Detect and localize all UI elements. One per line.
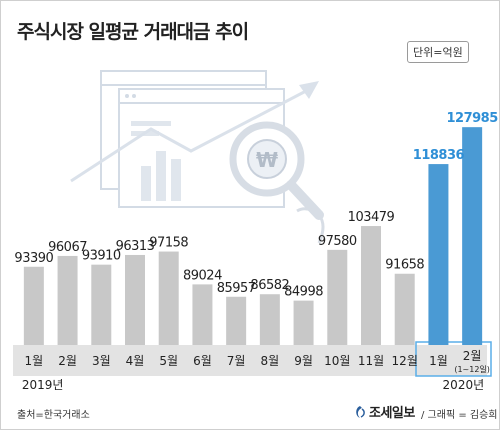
value-label-9: 84998 [284,285,323,300]
value-label-2: 96067 [48,240,87,255]
tick-label-9: 9월 [294,354,313,368]
tick-label-10: 10월 [324,354,350,368]
bar-6 [192,284,213,345]
tick-label-8: 8월 [261,354,280,368]
brand-name: 조세일보 [369,406,415,421]
value-label-1: 93390 [14,251,53,266]
value-label-3: 93910 [82,249,121,264]
tick-label-14: 2월 [463,349,482,363]
hand-icon [296,207,325,244]
bar-1 [23,266,44,345]
bar-13 [428,164,449,345]
value-label-10: 97580 [318,234,357,249]
bar-9 [293,300,314,345]
bar-7 [226,296,247,345]
tick-label-5: 5월 [159,354,178,368]
category-axis-band [13,345,487,376]
chart-title: 주식시장 일평균 거래대금 추이 [17,21,249,43]
tick-label-7: 7월 [227,354,246,368]
tick-label-12: 12월 [392,354,418,368]
bar-12 [394,273,415,345]
trend-arrow-icon [299,81,319,99]
tick-label-1: 1월 [25,354,44,368]
year-label-2: 2020년 [443,378,485,392]
tick-sublabel-14: (1~12일) [454,365,490,374]
graphic-credit: / 그래픽 = 김승희 [421,410,498,421]
bar-11 [361,226,381,345]
tick-label-13: 1월 [429,354,448,368]
bar-2 [57,255,78,345]
bars-group [23,127,483,345]
bar-10 [327,249,348,345]
tick-label-2: 2월 [58,354,77,368]
tick-label-3: 3월 [92,354,111,368]
highlight-box [415,341,492,377]
stock-analysis-illustration: ₩ [70,70,325,244]
brand-logo: 조세일보 [353,402,415,421]
value-label-4: 96313 [116,239,155,254]
value-label-5: 97158 [149,236,188,251]
bar-3 [91,264,112,345]
tick-label-4: 4월 [126,354,145,368]
bar-4 [125,254,145,345]
won-coin-icon [247,139,287,179]
bar-8 [259,294,280,345]
bar-5 [158,251,179,345]
source-note: 출처=한국거래소 [17,410,90,421]
trend-line [70,89,307,183]
tick-labels-group: 1월 2월 3월 4월 5월 6월 7월 8월 9월 10월 11월 12월 1월 2월 (1~12일) [25,349,490,374]
svg-text:₩: ₩ [256,148,278,172]
value-label-6: 89024 [183,268,222,283]
value-label-7: 85957 [217,281,256,296]
brand-swirl-icon [356,406,365,418]
value-label-14: 127985 [447,111,499,126]
year-labels-group: 2019년 2020년 [22,378,484,392]
tick-label-11: 11월 [358,354,384,368]
tick-label-6: 6월 [193,354,212,368]
bar-14 [462,127,483,345]
value-label-11: 103479 [348,210,395,225]
year-label-1: 2019년 [22,378,64,392]
value-label-13: 118836 [413,148,465,163]
unit-badge: 단위=억원 [407,41,469,63]
value-label-12: 91658 [385,258,424,273]
value-label-8: 86582 [250,278,289,293]
